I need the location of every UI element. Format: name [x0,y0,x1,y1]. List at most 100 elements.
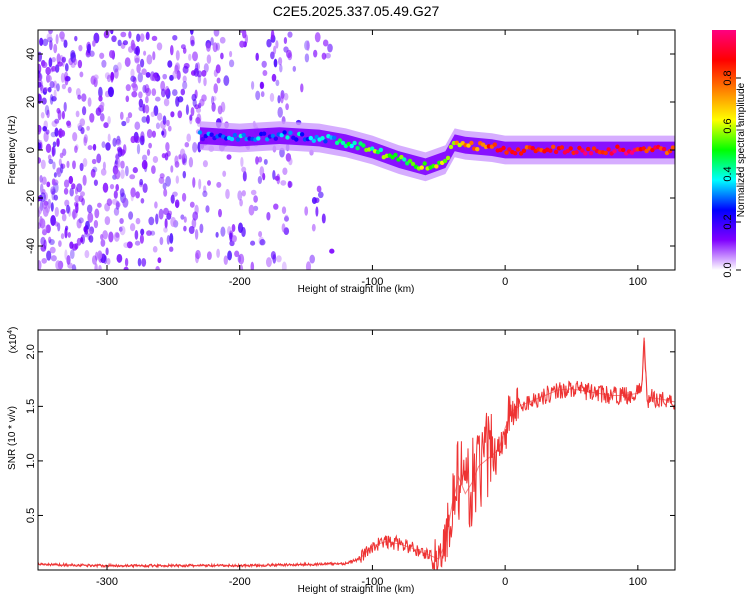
speckle-mark [255,52,259,61]
speckle-mark [134,121,141,131]
ridge-mark [334,140,340,146]
speckle-mark [180,44,186,50]
speckle-mark [50,255,57,262]
ridge-mark [203,133,208,139]
ridge-mark [580,148,585,153]
speckle-mark [150,111,156,118]
speckle-mark [115,200,120,210]
speckle-mark [165,119,170,127]
ridge-mark [235,137,241,142]
speckle-mark [192,51,198,62]
speckle-mark [60,163,64,174]
speckle-mark [63,101,67,112]
speckle-mark [59,31,65,40]
speckle-mark [152,246,158,253]
speckle-mark [53,194,59,201]
speckle-mark [275,40,279,49]
speckle-mark [90,168,96,178]
speckle-mark [125,116,130,124]
ridge-mark [294,137,299,142]
ridge-mark [448,144,454,150]
speckle-mark [45,143,52,154]
speckle-mark [54,64,60,73]
ridge-mark [641,146,646,151]
colorbar-gradient [712,30,736,270]
snr-scale-close: ) [8,327,19,330]
figure-title: C2E5.2025.337.05.49.G27 [273,3,440,19]
spectrogram-y-tick-label: 0 [25,147,37,153]
speckle-mark [273,58,278,68]
ridge-mark [340,140,346,146]
speckle-mark [206,42,211,52]
speckle-mark [61,110,65,120]
speckle-mark [51,96,57,102]
ridge-mark [583,151,588,156]
speckle-mark [113,207,120,216]
speckle-mark [162,115,167,125]
speckle-mark [72,57,77,63]
speckle-mark [157,257,162,264]
speckle-mark [74,194,81,203]
speckle-mark [72,160,76,170]
ridge-mark [299,132,305,137]
speckle-mark [46,33,53,41]
speckle-mark [145,96,149,104]
speckle-mark [141,68,147,75]
speckle-mark [96,153,102,164]
colorbar-tick-label: 0.6 [722,118,734,133]
speckle-mark [88,234,94,243]
speckle-mark [206,54,212,64]
speckle-mark [285,153,292,162]
speckle-mark [89,112,95,123]
speckle-mark [194,229,199,240]
speckle-mark [94,262,98,270]
speckle-mark [77,59,83,69]
speckle-mark [51,178,56,186]
speckle-mark [77,94,82,100]
speckle-mark [283,92,289,101]
spectrogram-x-tick-label: 0 [502,276,508,288]
speckle-mark [87,97,92,107]
speckle-mark [42,200,48,210]
ridge-mark [361,143,366,148]
speckle-mark [136,63,141,74]
speckle-mark [189,30,194,35]
speckle-mark [107,116,111,125]
speckle-mark [160,88,166,98]
speckle-mark [198,178,202,190]
speckle-mark [61,83,67,90]
speckle-mark [262,172,266,181]
speckle-mark [300,83,304,93]
speckle-mark [174,62,181,72]
speckle-mark [50,188,56,195]
speckle-mark [125,95,130,103]
snr-scale-base: (x10 [8,333,19,353]
speckle-mark [164,85,170,97]
speckle-mark [174,199,180,209]
snr-x-axis-label: Height of straight line (km) [298,584,415,595]
speckle-mark [275,79,280,87]
speckle-mark [288,157,293,166]
speckle-mark [119,225,126,236]
speckle-mark [106,74,111,83]
speckle-mark [56,107,61,114]
ridge-mark [419,165,424,170]
speckle-mark [259,239,266,246]
speckle-mark [89,50,95,57]
speckle-mark [223,75,230,86]
speckle-mark [63,179,70,188]
ridge-mark [232,132,238,138]
speckle-mark [66,122,72,129]
speckle-mark [225,188,230,200]
speckle-mark [43,87,49,93]
speckle-mark [117,39,122,47]
speckle-mark [69,187,74,197]
speckle-mark [259,166,265,177]
speckle-mark [45,66,51,75]
spectrogram-speckle [38,30,335,270]
speckle-mark [40,112,45,119]
speckle-mark [207,180,211,186]
speckle-mark [91,158,97,165]
speckle-mark [270,51,275,60]
